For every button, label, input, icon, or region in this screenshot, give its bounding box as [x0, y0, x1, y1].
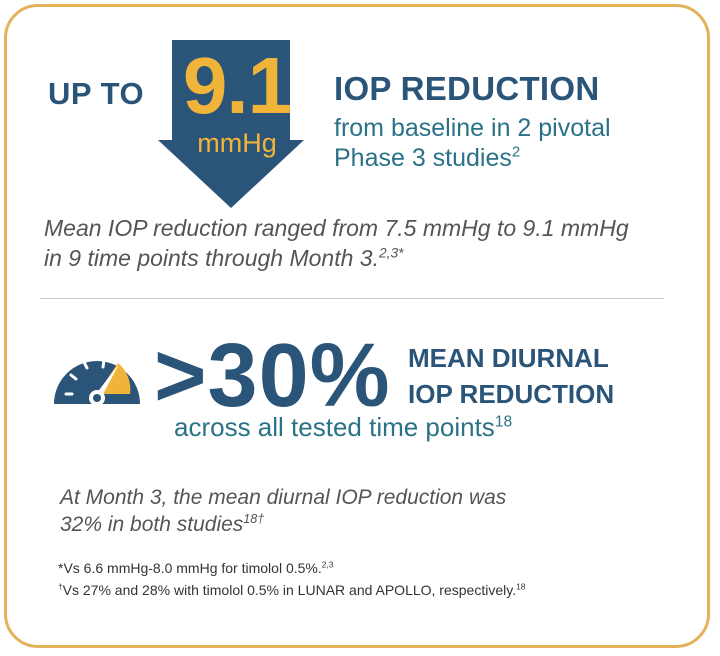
gauge-icon — [54, 358, 140, 406]
footnote-2-ref: 18 — [516, 581, 526, 592]
month3-note: At Month 3, the mean diurnal IOP reducti… — [60, 484, 620, 538]
month3-line2: 32% in both studies — [60, 513, 244, 536]
diurnal-subtitle: across all tested time points18 — [174, 412, 512, 443]
subtitle-ref: 2 — [511, 143, 521, 161]
month3-ref: 18† — [243, 512, 265, 526]
diurnal-value: >30% — [154, 326, 391, 426]
hero-unit: mmHg — [197, 128, 277, 158]
iop-reduction-subtitle: from baseline in 2 pivotal Phase 3 studi… — [334, 113, 694, 173]
iop-reduction-title: IOP REDUCTION — [334, 70, 600, 107]
section-divider — [40, 298, 664, 299]
footnote-2-mark: † — [58, 581, 63, 592]
footnote-2-text: Vs 27% and 28% with timolol 0.5% in LUNA… — [62, 582, 517, 598]
subtitle-line2: Phase 3 studies — [334, 144, 512, 172]
footnote-1-mark: * — [58, 560, 64, 576]
diurnal-subtitle-text: across all tested time points — [174, 412, 495, 442]
mean-diurnal-line2: IOP REDUCTION — [408, 379, 615, 409]
mean-range-note: Mean IOP reduction ranged from 7.5 mmHg … — [44, 213, 694, 273]
mean-diurnal-line1: MEAN DIURNAL — [408, 343, 609, 373]
up-to-label: UP TO — [48, 76, 145, 111]
down-arrow-icon — [158, 40, 304, 208]
footnote-1: *Vs 6.6 mmHg-8.0 mmHg for timolol 0.5%.2… — [58, 560, 333, 576]
month3-line1: At Month 3, the mean diurnal IOP reducti… — [60, 486, 507, 509]
subtitle-line1: from baseline in 2 pivotal — [334, 114, 611, 142]
footnote-1-ref: 2,3 — [321, 559, 334, 570]
card — [4, 4, 710, 648]
diurnal-subtitle-ref: 18 — [494, 413, 513, 431]
mean-range-line1: Mean IOP reduction ranged from 7.5 mmHg … — [44, 215, 629, 241]
footnote-1-text: Vs 6.6 mmHg-8.0 mmHg for timolol 0.5%. — [63, 560, 322, 576]
mean-range-ref: 2,3* — [378, 245, 404, 261]
hero-value: 9.1 — [182, 41, 292, 130]
footnote-2: †Vs 27% and 28% with timolol 0.5% in LUN… — [58, 582, 525, 598]
mean-diurnal-title: MEAN DIURNAL IOP REDUCTION — [408, 340, 668, 412]
mean-range-line2: in 9 time points through Month 3. — [44, 245, 379, 271]
